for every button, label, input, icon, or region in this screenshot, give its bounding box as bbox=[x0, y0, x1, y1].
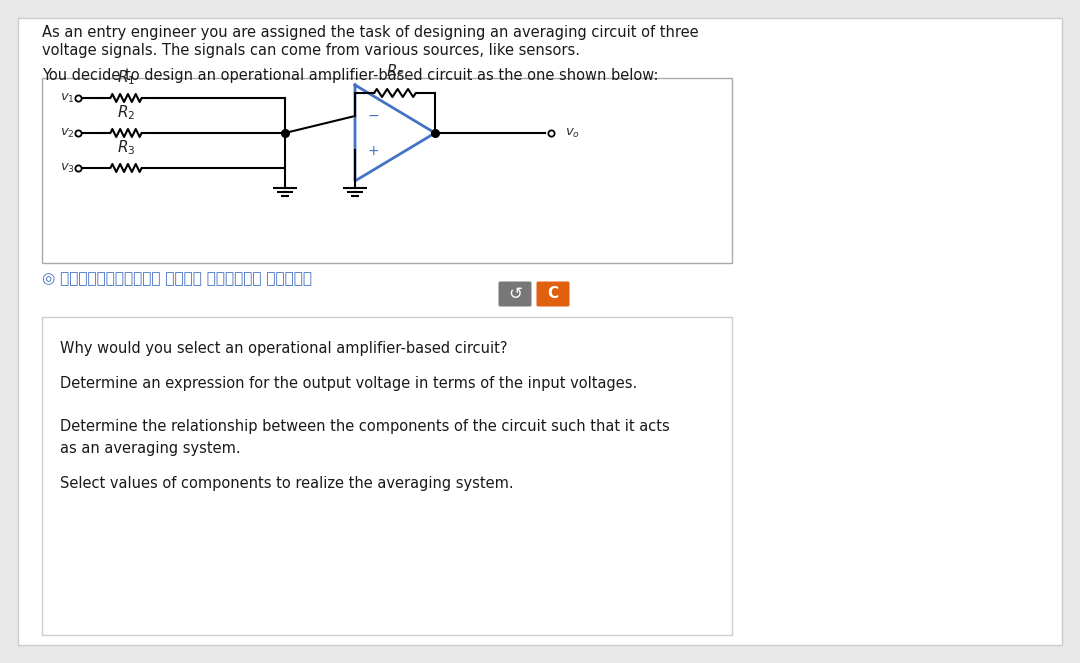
Text: $v_3$: $v_3$ bbox=[60, 162, 75, 174]
FancyBboxPatch shape bbox=[18, 18, 1062, 645]
Text: Why would you select an operational amplifier-based circuit?: Why would you select an operational ampl… bbox=[60, 341, 508, 356]
FancyBboxPatch shape bbox=[499, 282, 531, 306]
Text: C: C bbox=[548, 286, 558, 302]
Text: You decide to design an operational amplifier-based circuit as the one shown bel: You decide to design an operational ampl… bbox=[42, 68, 659, 83]
Text: $R_2$: $R_2$ bbox=[117, 103, 135, 122]
Text: $v_1$: $v_1$ bbox=[60, 91, 75, 105]
Text: $v_o$: $v_o$ bbox=[565, 127, 580, 139]
Text: $-$: $-$ bbox=[367, 108, 379, 122]
Text: Determine an expression for the output voltage in terms of the input voltages.: Determine an expression for the output v… bbox=[60, 376, 637, 391]
Text: $R_1$: $R_1$ bbox=[117, 68, 135, 87]
FancyBboxPatch shape bbox=[537, 282, 569, 306]
Text: $v_2$: $v_2$ bbox=[60, 127, 75, 139]
Text: $+$: $+$ bbox=[367, 144, 379, 158]
Text: ◎ ૟્રાન્સકાઇબ કરેલ ટેક્સટ બતાવો: ◎ ૟્રાન્સકાઇબ કરેલ ટેક્સટ બતાવો bbox=[42, 271, 312, 286]
Text: $R_3$: $R_3$ bbox=[117, 139, 135, 157]
Text: Determine the relationship between the components of the circuit such that it ac: Determine the relationship between the c… bbox=[60, 419, 670, 456]
FancyBboxPatch shape bbox=[42, 78, 732, 263]
Text: As an entry engineer you are assigned the task of designing an averaging circuit: As an entry engineer you are assigned th… bbox=[42, 25, 699, 40]
Text: Select values of components to realize the averaging system.: Select values of components to realize t… bbox=[60, 476, 514, 491]
FancyBboxPatch shape bbox=[42, 317, 732, 635]
Text: voltage signals. The signals can come from various sources, like sensors.: voltage signals. The signals can come fr… bbox=[42, 43, 580, 58]
Text: ↺: ↺ bbox=[508, 285, 522, 303]
Text: $R_F$: $R_F$ bbox=[386, 62, 404, 81]
